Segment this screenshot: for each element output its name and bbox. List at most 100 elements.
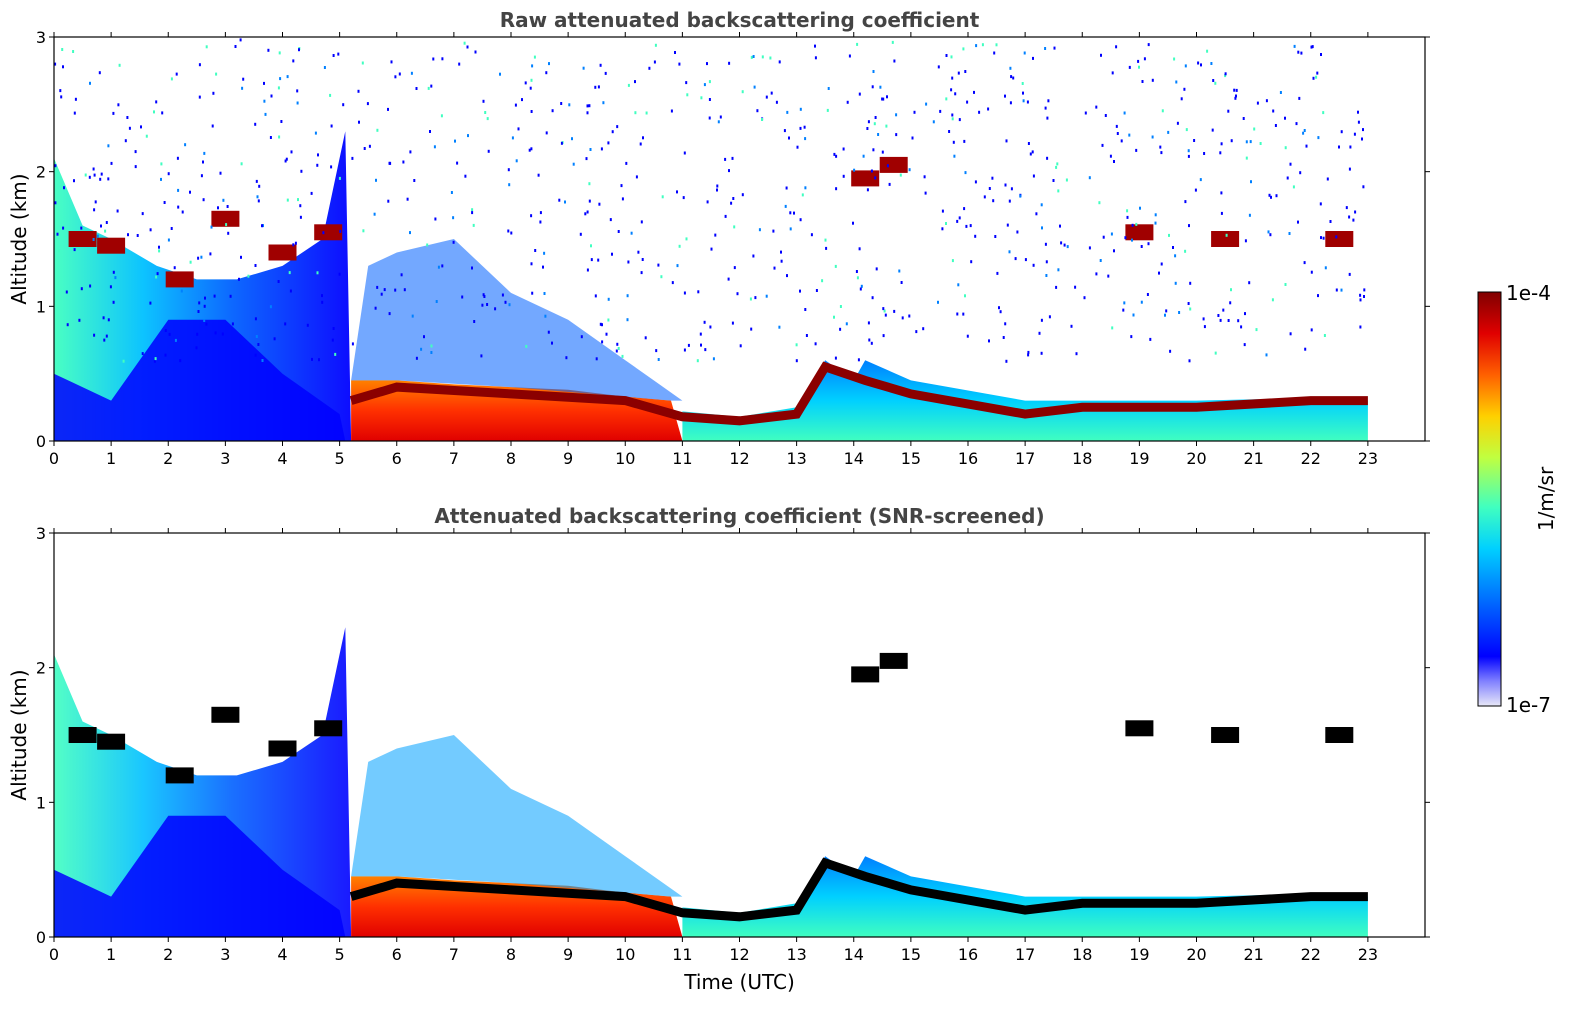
x-axis: 0 1 2 3 4 5 6 7 8 9 10 11 12 13 14 15 16 17 18 19 20 21 22 23: [49, 528, 1378, 964]
noise-speckle: [100, 224, 102, 228]
noise-speckle: [1199, 178, 1202, 182]
noise-speckle: [298, 48, 300, 52]
noise-speckle: [58, 249, 61, 253]
noise-speckle: [261, 359, 264, 362]
noise-speckle: [1027, 142, 1030, 145]
x-tick-label: 21: [1243, 945, 1263, 964]
noise-speckle: [785, 186, 788, 190]
noise-speckle: [584, 212, 587, 216]
x-tick-label: 12: [729, 449, 749, 468]
cloud-patch: [1125, 720, 1154, 737]
noise-speckle: [586, 210, 589, 214]
x-tick-label: 11: [672, 945, 692, 964]
noise-speckle: [637, 250, 640, 254]
x-tick-label: 9: [563, 945, 573, 964]
y-tick-label: 2: [36, 659, 46, 678]
noise-speckle: [994, 235, 997, 238]
noise-speckle: [1088, 176, 1091, 180]
noise-speckle: [1363, 295, 1365, 298]
noise-speckle: [1164, 313, 1166, 317]
noise-speckle: [1359, 325, 1362, 329]
noise-speckle: [950, 88, 953, 92]
y-tick-label: 0: [36, 928, 46, 947]
noise-speckle: [750, 327, 753, 331]
noise-speckle: [893, 59, 896, 63]
noise-speckle: [484, 111, 487, 114]
noise-speckle: [551, 341, 553, 345]
noise-speckle: [687, 343, 690, 347]
noise-speckle: [195, 346, 198, 350]
noise-speckle: [1169, 349, 1172, 353]
noise-speckle: [1009, 66, 1012, 70]
noise-speckle: [242, 77, 245, 81]
noise-speckle: [93, 333, 96, 337]
x-tick-label: 19: [1129, 449, 1149, 468]
noise-speckle: [471, 211, 474, 215]
noise-speckle: [814, 56, 817, 60]
noise-speckle: [1026, 100, 1029, 104]
noise-speckle: [1187, 302, 1190, 305]
noise-speckle: [168, 332, 171, 336]
noise-speckle: [105, 334, 108, 338]
noise-speckle: [704, 348, 707, 352]
noise-speckle: [627, 260, 630, 264]
noise-speckle: [952, 140, 955, 144]
noise-speckle: [160, 177, 162, 181]
noise-speckle: [398, 72, 401, 76]
noise-speckle: [156, 272, 159, 276]
noise-speckle: [1300, 51, 1303, 55]
noise-speckle: [263, 99, 266, 103]
x-tick-label: 5: [335, 945, 345, 964]
noise-speckle: [1302, 131, 1305, 135]
noise-speckle: [1284, 116, 1286, 120]
noise-speckle: [719, 115, 722, 119]
noise-speckle: [639, 142, 642, 146]
noise-speckle: [703, 320, 706, 324]
noise-speckle: [804, 186, 807, 190]
noise-speckle: [708, 80, 711, 84]
x-tick-label: 8: [506, 449, 516, 468]
noise-speckle: [409, 150, 412, 154]
noise-speckle: [1243, 343, 1246, 347]
noise-speckle: [480, 354, 483, 358]
noise-speckle: [94, 200, 97, 204]
noise-speckle: [411, 314, 414, 318]
noise-speckle: [1002, 336, 1005, 339]
noise-speckle: [358, 120, 360, 124]
noise-speckle: [956, 219, 959, 223]
noise-speckle: [604, 71, 607, 75]
noise-speckle: [886, 95, 888, 99]
noise-speckle: [835, 154, 838, 158]
noise-speckle: [954, 92, 957, 96]
noise-speckle: [945, 222, 947, 225]
noise-speckle: [258, 184, 261, 188]
noise-speckle: [177, 205, 180, 209]
noise-speckle: [932, 120, 935, 124]
noise-speckle: [174, 338, 177, 342]
noise-speckle: [1329, 220, 1332, 223]
noise-speckle: [56, 232, 59, 236]
noise-speckle: [1047, 99, 1050, 103]
noise-speckle: [857, 358, 860, 362]
noise-speckle: [153, 359, 156, 363]
noise-speckle: [678, 244, 681, 248]
noise-speckle: [678, 62, 681, 66]
noise-speckle: [833, 152, 836, 156]
noise-speckle: [1361, 137, 1363, 141]
noise-speckle: [200, 174, 203, 178]
noise-speckle: [1284, 283, 1287, 286]
noise-speckle: [953, 154, 956, 158]
noise-speckle: [710, 247, 713, 251]
noise-speckle: [958, 118, 961, 122]
noise-speckle: [1147, 242, 1150, 246]
noise-speckle: [542, 265, 544, 269]
noise-speckle: [621, 354, 624, 358]
noise-speckle: [277, 86, 280, 90]
noise-speckle: [440, 114, 443, 118]
noise-speckle: [699, 332, 702, 336]
noise-speckle: [329, 93, 332, 97]
noise-speckle: [597, 258, 600, 262]
noise-speckle: [1174, 254, 1177, 258]
noise-speckle: [1060, 241, 1063, 245]
noise-speckle: [368, 144, 371, 148]
